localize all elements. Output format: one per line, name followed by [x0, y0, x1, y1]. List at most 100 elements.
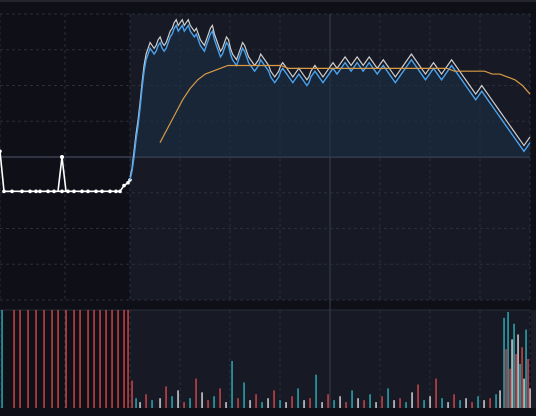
- moving-average-line: [159, 64, 531, 143]
- volume-bar: [139, 402, 141, 408]
- early-price-point: [52, 189, 56, 194]
- volume-bar: [375, 402, 377, 408]
- volume-bar: [441, 398, 443, 408]
- volume-bar: [363, 400, 365, 408]
- volume-bar: [201, 392, 203, 408]
- volume-bar: [511, 339, 513, 408]
- volume-bar: [309, 398, 311, 408]
- volume-bar: [207, 400, 209, 408]
- volume-bar: [483, 400, 485, 408]
- volume-bar: [519, 363, 521, 408]
- volume-bar: [453, 394, 455, 408]
- volume-bar: [477, 396, 479, 408]
- early-price-point: [122, 183, 126, 188]
- early-price-point: [46, 189, 50, 194]
- early-price-point: [80, 189, 84, 194]
- volume-bar: [237, 398, 239, 408]
- volume-bar: [345, 402, 347, 408]
- volume-bar: [527, 359, 529, 408]
- volume-bar: [489, 398, 491, 408]
- volume-bar: [93, 310, 95, 408]
- early-price-point: [38, 189, 42, 194]
- volume-bar: [321, 402, 323, 408]
- volume-bar: [231, 360, 233, 408]
- volume-bar: [525, 329, 527, 408]
- early-price-point: [94, 189, 98, 194]
- volume-bar: [357, 398, 359, 408]
- volume-bar: [117, 310, 119, 408]
- volume-bar: [521, 347, 523, 408]
- volume-bar: [517, 334, 519, 408]
- volume-bar: [159, 398, 161, 408]
- early-price-point: [20, 189, 24, 194]
- volume-bar: [435, 378, 437, 408]
- volume-bar: [465, 398, 467, 408]
- volume-bar: [73, 310, 75, 408]
- early-price-point: [2, 189, 6, 194]
- early-price-line: [0, 151, 131, 193]
- price-area-fill: [130, 25, 530, 180]
- volume-bar: [1, 310, 3, 408]
- volume-bar: [447, 402, 449, 408]
- volume-bar: [171, 396, 173, 408]
- price-line: [129, 23, 531, 181]
- early-price-point: [34, 189, 38, 194]
- volume-bar: [145, 394, 147, 408]
- volume-bar: [123, 310, 125, 408]
- volume-bar: [151, 400, 153, 408]
- early-spike-point: [60, 155, 64, 159]
- volume-bar: [505, 349, 507, 408]
- volume-bar: [515, 354, 517, 408]
- volume-bar: [351, 390, 353, 408]
- volume-bar: [315, 374, 317, 408]
- volume-bar: [279, 400, 281, 408]
- volume-bar: [495, 394, 497, 408]
- volume-bar: [219, 388, 221, 408]
- early-price-point: [114, 189, 118, 194]
- volume-bar: [529, 388, 531, 408]
- volume-bar: [387, 388, 389, 408]
- volume-bar: [177, 390, 179, 408]
- early-price-point: [86, 189, 90, 194]
- volume-bar: [243, 382, 245, 408]
- volume-bar: [393, 400, 395, 408]
- volume-bar: [499, 390, 501, 408]
- volume-bar: [297, 388, 299, 408]
- volume-bar: [249, 400, 251, 408]
- volume-bar: [213, 396, 215, 408]
- early-price-point: [60, 189, 64, 194]
- volume-bar: [429, 396, 431, 408]
- volume-bar: [273, 390, 275, 408]
- volume-bar: [131, 380, 133, 408]
- volume-bar: [13, 310, 15, 408]
- early-price-point: [126, 180, 130, 185]
- volume-bar: [267, 398, 269, 408]
- volume-bar: [285, 402, 287, 408]
- early-price-point: [72, 189, 76, 194]
- average-price-line: [129, 18, 531, 178]
- volume-bar: [27, 310, 29, 408]
- volume-bar: [225, 402, 227, 408]
- volume-bar: [19, 310, 21, 408]
- volume-bar: [369, 394, 371, 408]
- volume-bar: [87, 310, 89, 408]
- volume-bar: [339, 396, 341, 408]
- volume-bar: [255, 394, 257, 408]
- volume-bar: [105, 310, 107, 408]
- volume-bar: [459, 400, 461, 408]
- volume-bar: [127, 310, 129, 408]
- early-price-point: [0, 149, 2, 154]
- right-edge-strip: [531, 310, 536, 408]
- volume-bar: [135, 398, 137, 408]
- volume-bar: [261, 402, 263, 408]
- volume-bar: [43, 310, 45, 408]
- volume-bar: [399, 398, 401, 408]
- volume-bar: [333, 400, 335, 408]
- volume-bar: [381, 396, 383, 408]
- volume-bar: [165, 386, 167, 408]
- volume-bar: [291, 396, 293, 408]
- volume-bar: [405, 402, 407, 408]
- volume-bar: [99, 310, 101, 408]
